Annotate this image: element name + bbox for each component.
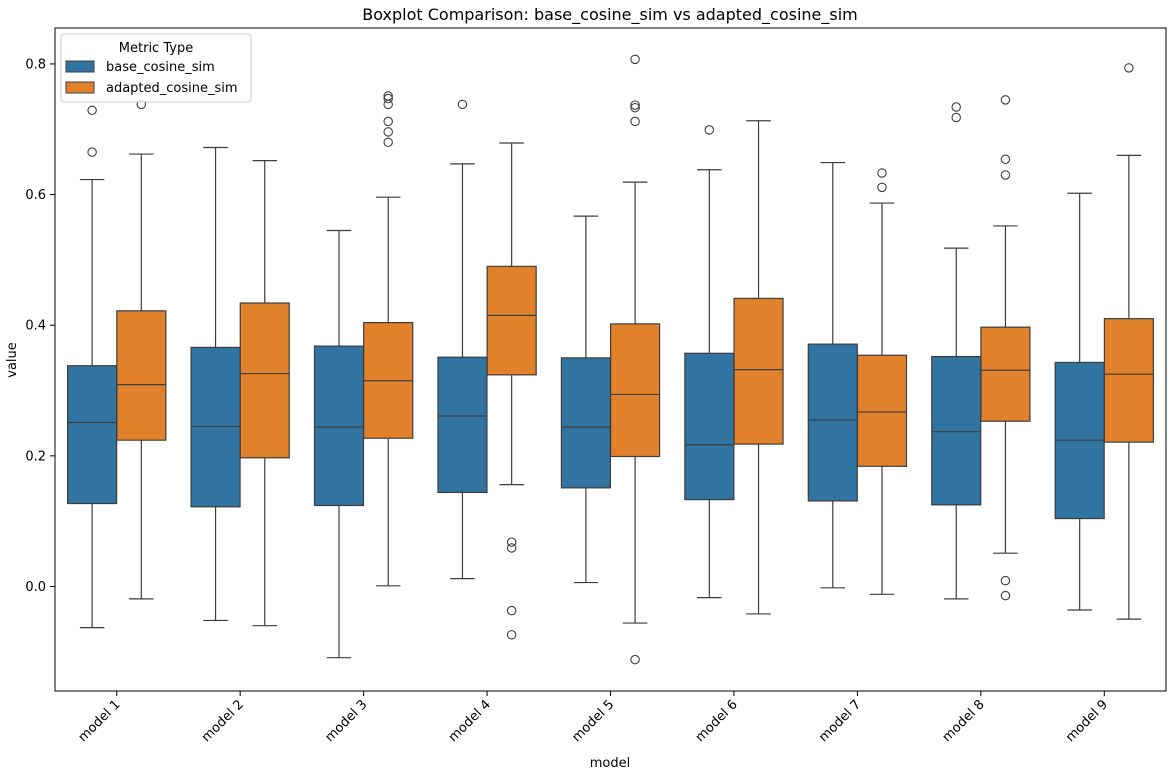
x-tick-label: model 3 (322, 697, 370, 745)
x-tick-label: model 7 (816, 697, 864, 745)
outlier-adapted-cosine-sim-4 (506, 605, 517, 616)
outlier-adapted-cosine-sim-5 (630, 54, 640, 65)
x-tick-label: model 1 (76, 697, 124, 745)
y-axis-label: value (5, 342, 20, 378)
outlier-adapted-cosine-sim-3 (383, 116, 393, 127)
chart-title: Boxplot Comparison: base_cosine_sim vs a… (362, 5, 858, 25)
outlier-adapted-cosine-sim-3 (383, 127, 393, 137)
outlier-base-cosine-sim-8 (951, 112, 961, 123)
outlier-adapted-cosine-sim-4 (506, 630, 517, 640)
legend-title: Metric Type (119, 41, 193, 56)
box-base-cosine-sim-8 (931, 355, 982, 506)
box-adapted-cosine-sim-1 (116, 310, 167, 441)
x-tick-label: model 5 (569, 697, 617, 745)
outlier-adapted-cosine-sim-5 (630, 116, 640, 127)
outlier-base-cosine-sim-1 (87, 147, 97, 157)
outlier-adapted-cosine-sim-5 (630, 100, 640, 110)
outlier-base-cosine-sim-8 (951, 102, 961, 112)
outlier-adapted-cosine-sim-8 (1000, 154, 1011, 165)
x-tick-label: model 4 (446, 697, 494, 745)
outlier-base-cosine-sim-4 (457, 99, 468, 110)
outlier-base-cosine-sim-1 (87, 105, 97, 116)
legend-label-base: base_cosine_sim (106, 60, 215, 75)
legend-swatch-base (65, 60, 95, 73)
outlier-base-cosine-sim-6 (704, 125, 715, 135)
box-base-cosine-sim-5 (560, 357, 612, 489)
outlier-adapted-cosine-sim-7 (877, 182, 887, 193)
outlier-adapted-cosine-sim-5 (630, 102, 640, 113)
box-base-cosine-sim-1 (67, 365, 118, 505)
outlier-adapted-cosine-sim-3 (383, 137, 393, 148)
outlier-adapted-cosine-sim-3 (383, 93, 393, 104)
x-axis-label: model (590, 756, 630, 771)
x-tick-label: model 2 (199, 697, 247, 745)
legend-frame (60, 33, 252, 103)
y-tick-label: 0.0 (25, 580, 46, 595)
box-adapted-cosine-sim-4 (486, 265, 537, 376)
box-adapted-cosine-sim-2 (239, 302, 290, 459)
outlier-adapted-cosine-sim-4 (506, 543, 517, 553)
box-adapted-cosine-sim-5 (609, 323, 661, 458)
box-base-cosine-sim-2 (190, 346, 241, 508)
legend-swatch-adapted (65, 81, 95, 94)
outlier-adapted-cosine-sim-8 (1000, 95, 1011, 105)
y-axis: 0.0 0.2 0.4 0.6 0.8 (25, 57, 55, 595)
y-tick-label: 0.6 (25, 188, 46, 203)
outlier-adapted-cosine-sim-9 (1124, 63, 1134, 73)
legend-label-adapted: adapted_cosine_sim (106, 81, 238, 96)
legend: Metric Type base_cosine_sim adapted_cosi… (60, 33, 252, 103)
box-base-cosine-sim-6 (684, 352, 735, 501)
box-adapted-cosine-sim-8 (980, 326, 1031, 422)
outlier-adapted-cosine-sim-8 (1000, 575, 1011, 586)
outlier-adapted-cosine-sim-3 (383, 91, 393, 101)
box-base-cosine-sim-7 (807, 343, 858, 502)
plot-area (67, 54, 1154, 665)
x-axis: model 1 model 2 model 3 model 4 model 5 model… (76, 691, 1111, 745)
outlier-adapted-cosine-sim-7 (877, 168, 887, 178)
y-tick-label: 0.4 (25, 319, 46, 334)
x-tick-label: model 8 (940, 697, 988, 745)
x-tick-label: model 6 (693, 697, 741, 745)
outlier-adapted-cosine-sim-4 (506, 537, 517, 547)
x-tick-label: model 9 (1063, 697, 1111, 745)
y-tick-label: 0.2 (25, 449, 46, 464)
y-tick-label: 0.8 (25, 57, 46, 72)
outlier-adapted-cosine-sim-8 (1000, 170, 1011, 180)
box-adapted-cosine-sim-7 (856, 354, 908, 467)
box-base-cosine-sim-3 (313, 345, 365, 507)
box-adapted-cosine-sim-9 (1103, 318, 1154, 443)
outlier-adapted-cosine-sim-8 (1000, 590, 1011, 601)
box-adapted-cosine-sim-6 (733, 297, 784, 445)
box-base-cosine-sim-4 (437, 356, 488, 494)
outlier-adapted-cosine-sim-5 (630, 654, 640, 665)
